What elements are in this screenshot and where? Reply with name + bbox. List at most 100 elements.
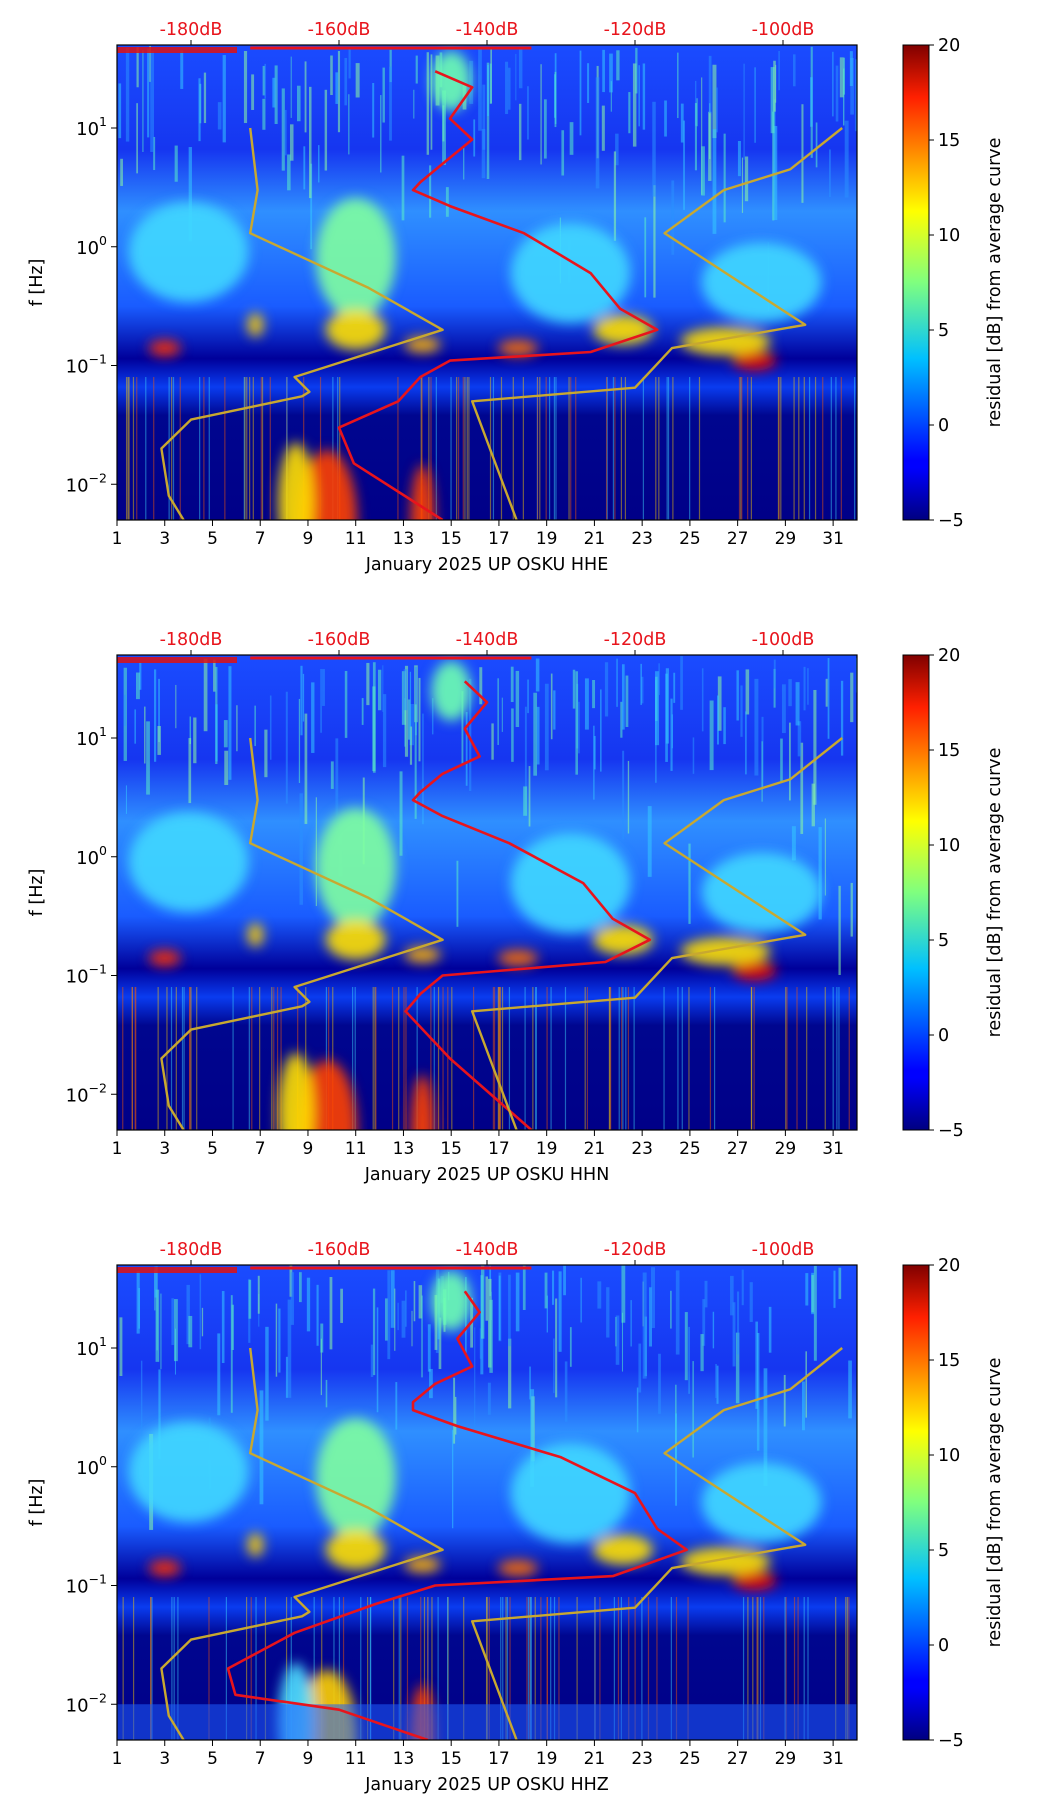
streak	[461, 691, 464, 764]
streak	[281, 88, 285, 171]
streak	[754, 678, 759, 776]
streak	[569, 122, 574, 155]
streak	[749, 1282, 753, 1322]
streak	[404, 665, 409, 757]
streak	[761, 741, 763, 802]
streak	[422, 713, 424, 825]
streak	[780, 377, 782, 520]
streak	[344, 670, 348, 738]
y-tick-label: 10−2	[66, 1080, 107, 1106]
streak	[530, 1597, 532, 1740]
streak	[572, 669, 576, 709]
streak	[171, 1597, 173, 1740]
x-tick-label: 1	[112, 1139, 123, 1159]
streak	[683, 120, 685, 210]
streak	[592, 679, 596, 709]
streak	[271, 987, 273, 1130]
streak	[835, 1597, 837, 1740]
x-tick-label: 7	[255, 1749, 266, 1769]
streak	[482, 84, 486, 150]
streak	[751, 987, 753, 1130]
streak	[479, 667, 483, 705]
streak	[128, 377, 130, 520]
streak	[717, 695, 719, 745]
streak	[500, 377, 503, 520]
streak	[146, 721, 150, 795]
streak	[264, 1597, 267, 1740]
blob	[325, 309, 386, 350]
streak	[634, 1597, 636, 1740]
streak	[311, 682, 315, 753]
x-tick-label: 25	[679, 1749, 701, 1769]
x-tick-label: 9	[303, 1139, 314, 1159]
x-tick-label: 23	[631, 529, 653, 549]
streak	[456, 860, 459, 927]
streak	[501, 987, 504, 1130]
streak	[398, 1597, 400, 1740]
streak	[188, 147, 192, 242]
streak	[553, 1597, 556, 1740]
streak	[421, 377, 423, 520]
top-db-label: -100dB	[752, 20, 815, 40]
streak	[361, 698, 364, 725]
streak	[120, 158, 123, 186]
streak	[276, 987, 279, 1130]
streak	[411, 1310, 413, 1347]
streak	[544, 1272, 548, 1309]
streak	[320, 1323, 324, 1353]
streak	[332, 377, 334, 520]
streak	[186, 1284, 190, 1345]
streak	[180, 50, 184, 89]
streak	[604, 662, 609, 717]
x-tick-label: 7	[255, 1139, 266, 1159]
streak	[846, 1597, 848, 1740]
streak	[835, 65, 839, 122]
streak	[450, 377, 452, 520]
streak	[741, 1269, 744, 1306]
streak	[700, 1334, 704, 1372]
colorbar-tick-label: 0	[938, 1026, 949, 1046]
streak	[633, 987, 635, 1130]
blob	[431, 50, 472, 111]
blob	[680, 937, 771, 966]
streak	[561, 130, 565, 176]
y-tick-label: 100	[76, 233, 107, 259]
streak	[332, 987, 334, 1130]
streak	[523, 786, 528, 816]
streak	[650, 1267, 655, 1329]
streak	[649, 1287, 653, 1347]
streak	[848, 1597, 850, 1740]
streak	[285, 691, 288, 804]
streak	[713, 987, 716, 1130]
x-tick-label: 23	[631, 1749, 653, 1769]
streak	[389, 66, 392, 141]
streak	[773, 60, 776, 112]
streak	[805, 1351, 807, 1418]
x-tick-label: 21	[584, 1139, 606, 1159]
streak	[805, 1273, 809, 1306]
streak	[708, 111, 712, 181]
streak	[354, 987, 356, 1130]
streak	[848, 1360, 852, 1419]
streak	[251, 74, 255, 110]
streak	[845, 1597, 847, 1740]
streak	[404, 698, 406, 747]
streak	[528, 766, 531, 827]
spectrogram-streaks	[119, 1265, 852, 1740]
streak	[712, 1311, 715, 1349]
streak	[732, 1302, 736, 1367]
streak	[463, 145, 465, 180]
streak	[795, 682, 800, 726]
streak	[410, 703, 414, 746]
streak	[716, 1365, 719, 1404]
streak	[632, 63, 637, 147]
streak	[533, 692, 538, 776]
streak	[330, 55, 333, 96]
streak	[784, 1597, 786, 1740]
streak	[203, 658, 208, 732]
x-tick-label: 15	[440, 1139, 462, 1159]
streak	[828, 149, 831, 198]
streak	[196, 987, 198, 1130]
streak	[618, 987, 620, 1130]
streak	[224, 377, 226, 520]
